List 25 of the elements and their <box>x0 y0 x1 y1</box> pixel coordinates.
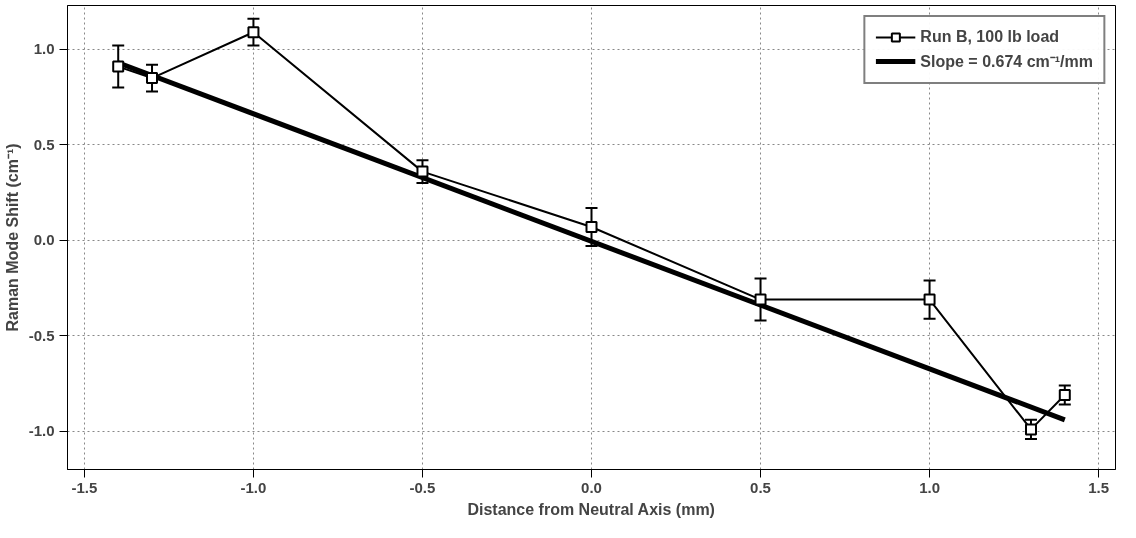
point <box>1024 423 1037 436</box>
x-tick-label: -1.0 <box>240 478 267 496</box>
point <box>585 221 598 233</box>
legend-label: Slope = 0.674 cm⁻¹/mm <box>920 52 1093 72</box>
y-axis-title: Raman Mode Shift (cm⁻¹) <box>3 143 21 332</box>
y-tick-label: 1.0 <box>33 40 55 58</box>
y-tick-label: -0.5 <box>28 326 55 344</box>
point <box>754 293 767 306</box>
point <box>923 293 936 306</box>
x-axis-title: Distance from Neutral Axis (mm) <box>467 500 715 518</box>
legend-label: Run B, 100 lb load <box>920 28 1060 46</box>
point <box>416 165 429 178</box>
point <box>247 26 260 39</box>
x-tick-label: 1.5 <box>1088 478 1110 496</box>
x-tick-label: 0.0 <box>581 478 602 496</box>
x-tick-label: 1.0 <box>919 478 940 496</box>
x-tick-label: -0.5 <box>409 478 436 496</box>
x-tick-label: 0.5 <box>750 478 771 496</box>
point <box>112 60 125 73</box>
y-tick-label: 0.5 <box>33 135 55 153</box>
x-tick-label: -1.5 <box>71 478 98 496</box>
y-tick-label: -1.0 <box>28 422 55 440</box>
point <box>1058 389 1071 402</box>
y-tick-label: 0.0 <box>33 231 55 249</box>
point <box>146 72 159 85</box>
